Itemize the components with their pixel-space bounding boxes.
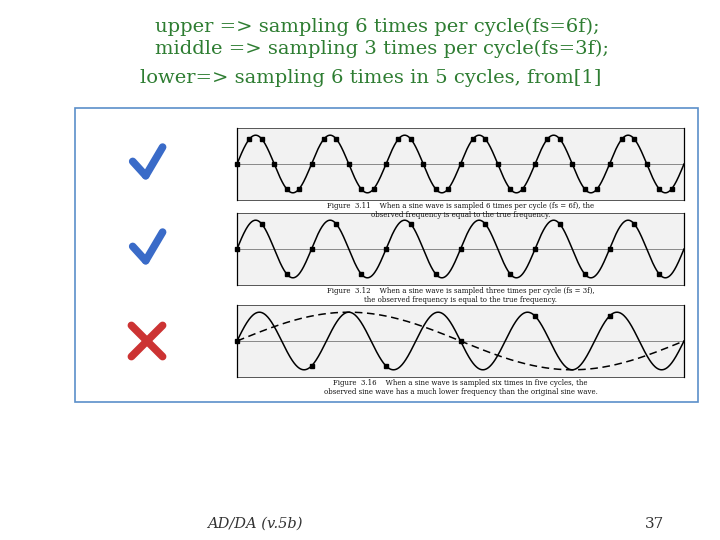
Bar	[237, 213, 684, 285]
Text: lower=> sampling 6 times in 5 cycles, from[1]: lower=> sampling 6 times in 5 cycles, fr…	[140, 69, 601, 87]
Bar	[75, 108, 698, 402]
Bar	[237, 305, 684, 377]
Text: Figure  3.16    When a sine wave is sampled six times in five cycles, the
observ: Figure 3.16 When a sine wave is sampled …	[323, 379, 598, 396]
Text: 37: 37	[645, 517, 665, 531]
Bar	[237, 128, 684, 200]
Text: upper => sampling 6 times per cycle(fs=6f);: upper => sampling 6 times per cycle(fs=6…	[155, 18, 600, 36]
Text: Figure  3.12    When a sine wave is sampled three times per cycle (fs = 3f),
the: Figure 3.12 When a sine wave is sampled …	[327, 287, 595, 304]
Text: middle => sampling 3 times per cycle(fs=3f);: middle => sampling 3 times per cycle(fs=…	[155, 40, 609, 58]
Text: AD/DA (v.5b): AD/DA (v.5b)	[207, 517, 302, 531]
Text: Figure  3.11    When a sine wave is sampled 6 times per cycle (fs = 6f), the
obs: Figure 3.11 When a sine wave is sampled …	[327, 202, 594, 219]
